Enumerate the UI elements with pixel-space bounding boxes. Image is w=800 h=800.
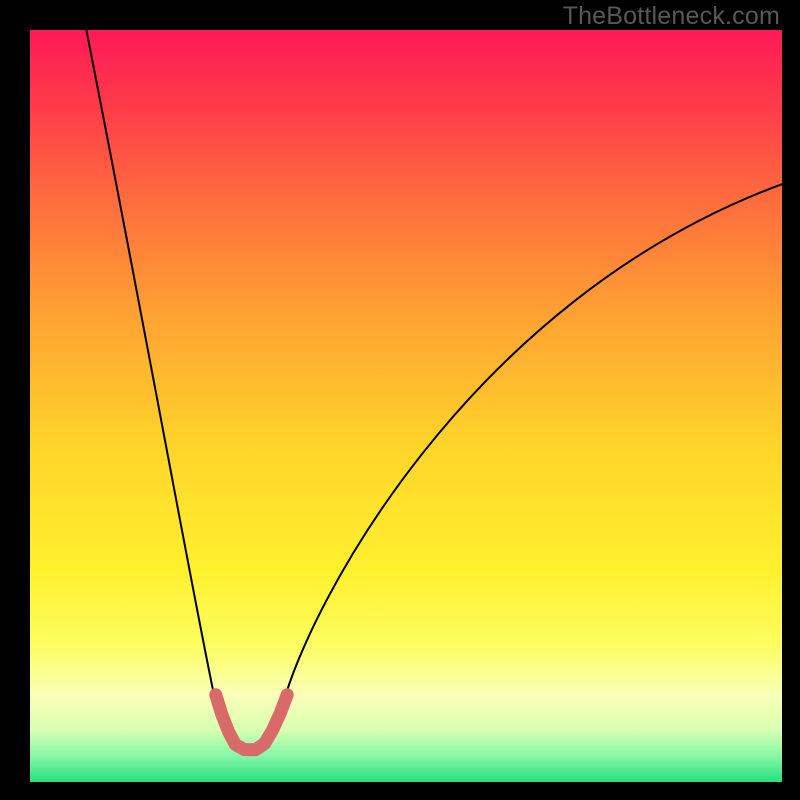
bottleneck-curve-svg <box>30 30 782 782</box>
plot-area <box>30 30 782 782</box>
bottleneck-curve <box>86 30 782 748</box>
notch-highlight <box>216 695 287 750</box>
frame-right <box>782 0 800 800</box>
watermark-text: TheBottleneck.com <box>563 2 780 31</box>
frame-left <box>0 0 30 800</box>
frame-bottom <box>0 782 800 800</box>
